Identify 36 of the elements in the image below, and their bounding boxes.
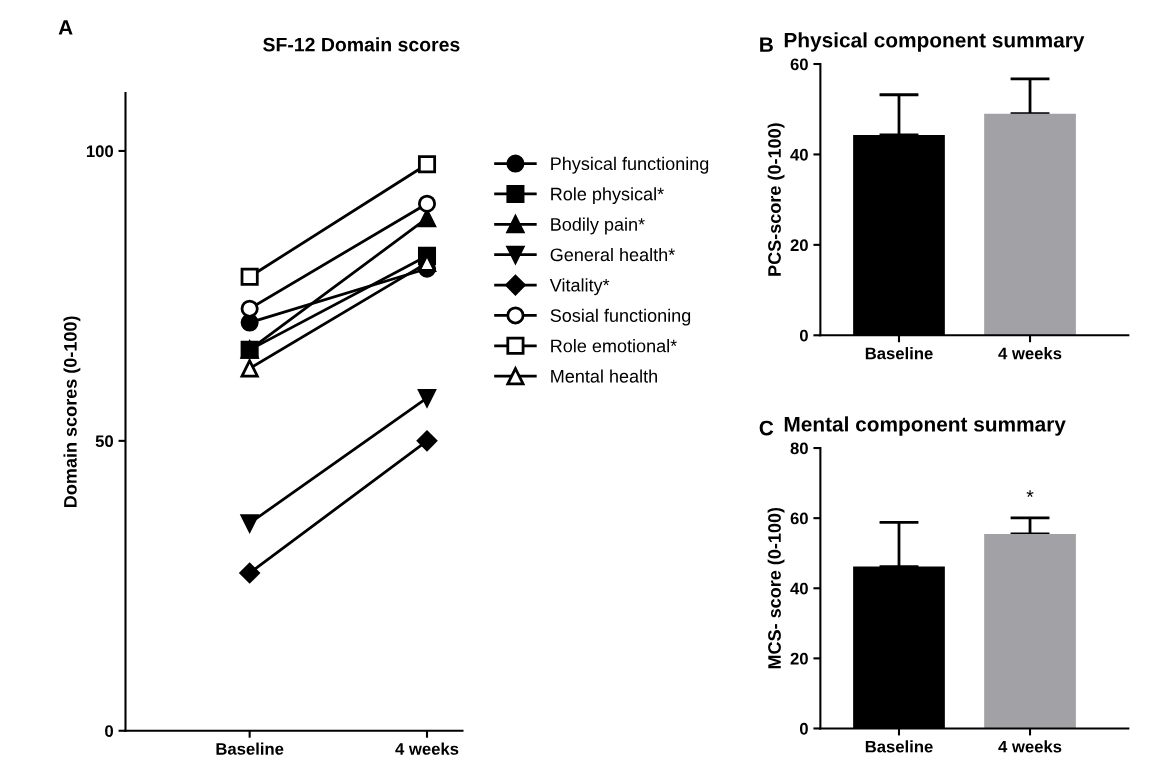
annotation: * [1026, 490, 1034, 498]
legend-label: Mental health [551, 369, 657, 383]
chart-title: Physical component summary [784, 32, 1085, 52]
text: B [760, 37, 773, 52]
legend-label: General health* [550, 247, 675, 262]
y-tick-label: 50 [95, 435, 114, 448]
chart-title: Mental component summary [784, 416, 1066, 436]
y-tick-label: 20 [790, 652, 808, 665]
x-tick-label: Baseline [216, 742, 284, 755]
y-tick-label: 80 [790, 442, 808, 455]
x-tick-label: Baseline [865, 347, 933, 360]
x-tick-label: 4 weeks [998, 347, 1062, 360]
y-axis-title: MCS- score (0-100) [767, 507, 785, 669]
x-tick-label: Baseline [865, 740, 933, 753]
legend-label: Role emotional* [551, 339, 677, 353]
legend-label: Bodily pain* [551, 217, 645, 235]
y-tick-label: 100 [86, 145, 114, 158]
y-tick-label: 60 [790, 512, 808, 525]
text: A [58, 20, 73, 35]
y-tick-label: 40 [790, 582, 808, 595]
y-tick-label: 0 [799, 329, 808, 342]
text: C [759, 420, 774, 436]
legend-label: Role physical* [551, 187, 664, 205]
x-tick-label: 4 weeks [998, 740, 1062, 753]
y-tick-label: 60 [790, 58, 808, 71]
y-axis-title: Domain scores (0-100) [63, 316, 81, 507]
chart-title: SF-12 Domain scores [263, 37, 460, 52]
x-tick-label: 4 weeks [395, 742, 459, 755]
y-tick-label: 20 [790, 239, 808, 252]
y-tick-label: 40 [790, 148, 808, 161]
legend-label: Physical functioning [551, 156, 709, 174]
y-tick-label: 0 [799, 722, 808, 735]
y-axis-title: PCS-score (0-100) [767, 123, 785, 276]
y-tick-label: 0 [105, 725, 114, 737]
legend-label: Sosial functioning [550, 308, 691, 326]
legend-label: Vitality* [549, 278, 610, 296]
